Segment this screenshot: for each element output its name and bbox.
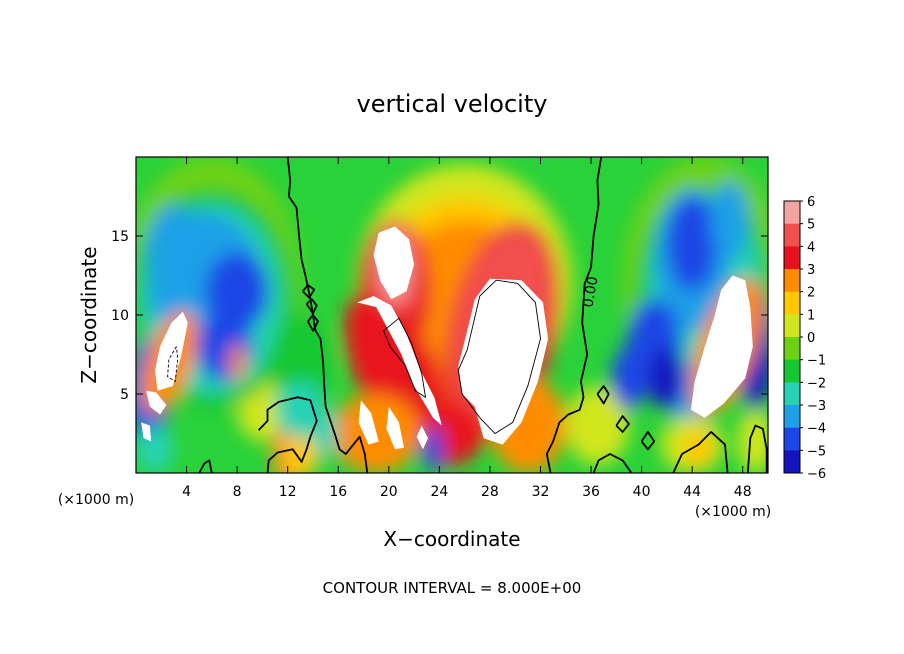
saturated-region [690,275,753,418]
colorbar-swatch [784,405,800,429]
colorbar-swatch [784,201,800,225]
zero-contour [305,298,318,315]
contour-line [457,279,541,435]
field-region [683,430,714,469]
zero-contour [746,424,768,473]
field-region [146,204,202,300]
colorbar-tick-label: 4 [807,240,815,255]
x-tick-label: 24 [430,484,448,500]
field-region [666,196,718,292]
y-axis-unit: (×1000 m) [58,492,134,508]
x-axis-unit: (×1000 m) [695,504,771,520]
colorbar-tick-label: 5 [807,218,815,233]
x-tick-label: 40 [633,484,651,500]
zero-contour [545,157,603,473]
saturated-region [458,278,549,445]
y-axis-label: Z−coordinate [77,246,101,383]
field-region [737,409,768,473]
colorbar-tick-label: 2 [807,286,815,301]
y-tick-label: 10 [111,308,129,324]
field-region [136,425,174,473]
colorbar-swatch [784,291,800,315]
zero-contour [286,157,369,473]
contour-line [383,317,427,399]
field-region [196,311,253,382]
y-axis-ticks: 5 10 15 [111,229,768,403]
zero-contour [257,396,318,473]
field-region [312,409,339,458]
contour-interval-note: CONTOUR INTERVAL = 8.000E+00 [323,579,582,597]
colorbar: 6 5 4 3 2 1 0 −1 −2 −3 −4 −5 −6 [783,195,826,482]
saturated-region [358,400,379,445]
x-tick-label: 12 [279,484,297,500]
colorbar-tick-label: 3 [807,263,815,278]
saturated-region [373,226,415,300]
zero-contour [640,431,656,451]
colorbar-tick-label: −1 [807,354,826,369]
saturated-region [155,311,188,391]
colorbar-swatch [784,427,800,451]
saturated-region [694,387,705,402]
saturated-region [146,390,167,415]
x-tick-label: 48 [734,484,752,500]
x-tick-label: 32 [532,484,550,500]
zero-contour [592,453,633,473]
x-axis-label: X−coordinate [383,527,520,551]
x-tick-label: 28 [481,484,499,500]
negative-contour [167,346,179,383]
x-tick-label: 8 [233,484,242,500]
zero-contour [615,415,630,433]
chart-title: vertical velocity [357,90,548,118]
x-tick-label: 16 [329,484,347,500]
x-tick-label: 44 [683,484,701,500]
colorbar-swatch [784,269,800,293]
y-tick-label: 5 [120,387,129,403]
field-region [229,343,245,382]
colorbar-tick-label: −2 [807,376,826,391]
colorbar-tick-label: −3 [807,399,826,414]
colorbar-swatch [784,450,800,474]
zero-contour [302,284,316,299]
colorbar-tick-label: 1 [807,308,815,323]
zero-contour [672,431,729,473]
zero-contour [307,314,319,332]
x-tick-label: 20 [380,484,398,500]
y-tick-label: 15 [111,229,129,245]
field-region [711,180,750,260]
zero-contour [198,459,213,473]
field-region [647,346,686,410]
saturated-region [386,406,404,450]
saturated-region [357,296,442,426]
colorbar-swatch [784,337,800,361]
colorbar-tick-label: −6 [807,467,826,482]
colorbar-swatch [784,314,800,338]
colorbar-tick-label: 0 [807,331,815,346]
colorbar-swatch [784,382,800,406]
field-region [611,346,647,410]
colorbar-swatch [784,223,800,247]
field-region [422,425,444,473]
colorbar-swatch [784,246,800,270]
saturated-region [416,425,428,450]
saturated-region [141,422,152,442]
x-tick-label: 36 [582,484,600,500]
field-region [205,251,269,331]
x-axis-ticks: 4 8 12 16 20 24 28 32 36 40 44 48 [182,157,752,500]
colorbar-swatch [784,359,800,383]
zero-contour-label: 0.00 [580,275,601,308]
colorbar-tick-label: −5 [807,444,826,459]
field-region [268,315,332,410]
colorbar-tick-label: −4 [807,422,826,437]
zero-contour [596,385,610,405]
colorbar-tick-label: 6 [807,195,815,210]
field-region [275,381,326,439]
x-tick-label: 4 [182,484,191,500]
contour-overlay [141,157,768,473]
